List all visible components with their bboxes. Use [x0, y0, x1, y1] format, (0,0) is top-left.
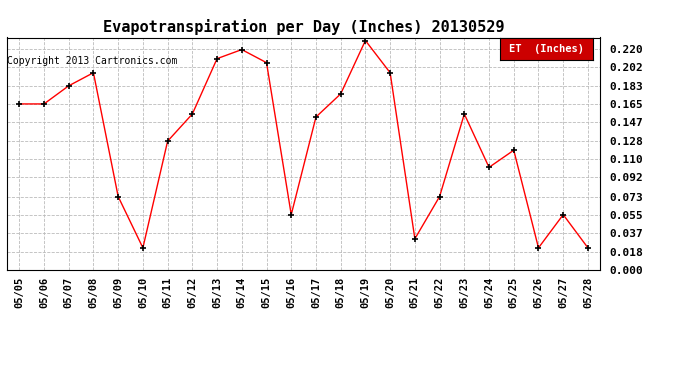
Title: Evapotranspiration per Day (Inches) 20130529: Evapotranspiration per Day (Inches) 2013…: [103, 19, 504, 35]
Text: Copyright 2013 Cartronics.com: Copyright 2013 Cartronics.com: [7, 56, 177, 66]
Text: ET  (Inches): ET (Inches): [509, 44, 584, 54]
